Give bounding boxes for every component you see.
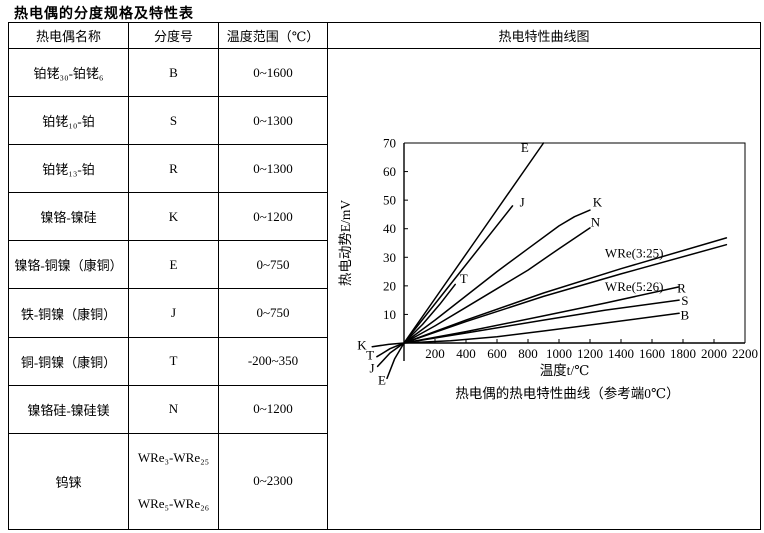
range-cell: 0~1200 [218, 192, 328, 242]
curve-B [403, 312, 680, 344]
code-cell: R [128, 144, 219, 194]
curve-chart-cell: 200 400 600 800 1000 1200 1400 1600 1800 2000 2200… [327, 48, 761, 530]
curve-label-E: E [521, 140, 529, 155]
thermocouple-name-cell: 铂铑₁₀-铂 [8, 96, 129, 146]
range-cell: 0~1600 [218, 47, 328, 98]
range-cell: 0~1200 [218, 384, 328, 434]
table-row: 铂铑₃₀-铂铑₆ B 0~1600 200 400 600 800 1000 1200 14… [8, 47, 761, 530]
curve-label-R: R [677, 281, 686, 296]
code-cell: J [128, 288, 219, 338]
y-tick-label: 20 [383, 278, 396, 293]
x-tick-label: 1400 [608, 346, 634, 361]
code-cell: K [128, 192, 219, 242]
y-tick-label: 70 [383, 136, 396, 151]
y-tick-label: 30 [383, 250, 396, 265]
table-header-row: 热电偶名称 分度号 温度范围（℃） 热电特性曲线图 [8, 22, 761, 49]
table-row: 镍铬-铜镍（康铜） E 0~750 [8, 240, 761, 290]
thermocouple-name-cell: 铜-铜镍（康铜） [8, 336, 129, 386]
curve-label-WRe(5:26): WRe(5:26) [605, 279, 663, 294]
code-cell: B [128, 47, 219, 98]
thermocouple-name-cell: 钨铼 [8, 432, 129, 531]
code-cell: E [128, 240, 219, 290]
code-cell: N [128, 384, 219, 434]
curve-S [403, 299, 680, 344]
chart-caption: 热电偶的热电特性曲线（参考端0℃） [455, 385, 679, 401]
code-cell: S [128, 96, 219, 146]
table-row: 铂铑₁₃-铂 R 0~1300 [8, 144, 761, 194]
range-cell: 0~1300 [218, 96, 328, 146]
thermocouple-name-cell: 铂铑₁₃-铂 [8, 144, 129, 194]
x-tick-label: 1600 [639, 346, 665, 361]
header-code: 分度号 [128, 22, 219, 49]
x-tick-label: 2000 [701, 346, 727, 361]
x-tick-label: 800 [518, 346, 538, 361]
curve-label-J: J [520, 194, 525, 209]
curve-label-S: S [681, 293, 688, 308]
plot-border [404, 142, 746, 343]
curve-label-B: B [681, 308, 690, 323]
y-tick-label: 10 [383, 307, 396, 322]
range-cell: 0~750 [218, 288, 328, 338]
table-row: 镍铬硅-镍硅镁 N 0~1200 [8, 384, 761, 434]
thermocouple-name-cell: 镍铬-镍硅 [8, 192, 129, 242]
y-tick-label: 50 [383, 193, 396, 208]
table-row: 镍铬-镍硅 K 0~1200 [8, 192, 761, 242]
code-cell: WRe₃-WRe₂₅ WRe₅-WRe₂₆ [128, 432, 219, 531]
x-axis-title: 温度t/℃ [540, 363, 590, 378]
thermocouple-name-cell: 铂铑₃₀-铂铑₆ [8, 47, 129, 98]
x-tick-label: 600 [487, 346, 507, 361]
code-cell: T [128, 336, 219, 386]
curve-N [403, 227, 591, 344]
table-row: 铁-铜镍（康铜） J 0~750 [8, 288, 761, 338]
y-tick-label: 60 [383, 164, 396, 179]
thermocouple-name-cell: 铁-铜镍（康铜） [8, 288, 129, 338]
x-tick-label: 1200 [577, 346, 603, 361]
table-row: 铂铑₁₀-铂 S 0~1300 [8, 96, 761, 146]
curve-label-N: N [591, 214, 601, 229]
range-cell: 0~2300 [218, 432, 328, 531]
curve-K [371, 209, 591, 348]
x-tick-label: 400 [456, 346, 476, 361]
neg-curve-label-E: E [378, 373, 386, 388]
neg-curve-label-K: K [357, 338, 367, 353]
neg-curve-label-T: T [366, 348, 374, 363]
range-cell: 0~750 [218, 240, 328, 290]
range-cell: -200~350 [218, 336, 328, 386]
curve-label-T: T [460, 271, 468, 286]
thermocouple-name-cell: 镍铬硅-镍硅镁 [8, 384, 129, 434]
curve-label-WRe(3:25): WRe(3:25) [605, 246, 663, 261]
x-tick-label: 200 [425, 346, 445, 361]
curve-R [403, 286, 680, 344]
curve-T [376, 283, 456, 358]
code-line-2: WRe₅-WRe₂₆ [137, 496, 210, 512]
x-tick-label: 1000 [546, 346, 572, 361]
header-curve-chart: 热电特性曲线图 [327, 22, 761, 49]
code-line-1: WRe₃-WRe₂₅ [137, 450, 210, 466]
header-name: 热电偶名称 [8, 22, 129, 49]
curve-WRe(3:25) [403, 237, 728, 344]
range-cell: 0~1300 [218, 144, 328, 194]
page-title: 热电偶的分度规格及特性表 [14, 7, 194, 22]
thermocouple-name-cell: 镍铬-铜镍（康铜） [8, 240, 129, 290]
curve-label-K: K [593, 194, 603, 209]
y-axis-title: 热电动势E/mV [338, 200, 353, 286]
neg-curve-label-J: J [370, 361, 375, 376]
thermoelectric-curve-chart: 200 400 600 800 1000 1200 1400 1600 1800 2000 2200… [338, 136, 758, 402]
table-row: 钨铼 WRe₃-WRe₂₅ WRe₅-WRe₂₆ 0~2300 [8, 432, 761, 531]
thermocouple-spec-table: 热电偶名称 分度号 温度范围（℃） 热电特性曲线图 铂铑₃₀-铂铑₆ B 0~1… [8, 22, 761, 531]
curve-WRe(5:26) [403, 243, 728, 344]
x-tick-label: 1800 [670, 346, 696, 361]
x-tick-label: 2200 [732, 346, 758, 361]
y-tick-label: 40 [383, 221, 396, 236]
header-range: 温度范围（℃） [218, 22, 328, 49]
